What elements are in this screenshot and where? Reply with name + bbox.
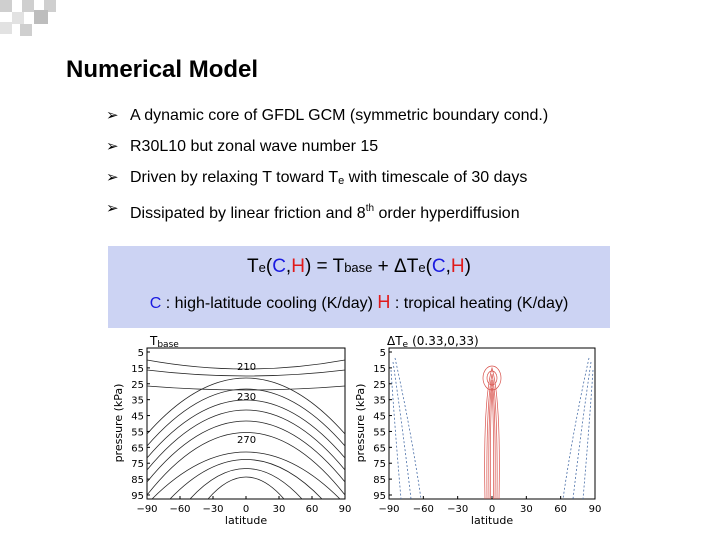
y-tick-label: 85 xyxy=(131,475,144,486)
cooling-symbol: C xyxy=(149,295,162,312)
x-tick-label: 90 xyxy=(339,504,352,515)
x-tick-label: −60 xyxy=(413,504,434,515)
x-tick-label: −60 xyxy=(169,504,190,515)
x-axis-label: latitude xyxy=(225,514,267,527)
x-tick-label: 0 xyxy=(243,504,249,515)
x-tick-label: −30 xyxy=(447,504,468,515)
y-tick-label: 35 xyxy=(373,396,386,407)
bullet-item: ➢ R30L10 but zonal wave number 15 xyxy=(106,131,548,162)
contour-label: 230 xyxy=(237,392,256,403)
y-tick-label: 25 xyxy=(373,380,386,391)
cooling-contours xyxy=(390,357,594,500)
tbase-title: Tbase xyxy=(149,334,179,350)
x-tick-label: −90 xyxy=(378,504,399,515)
superscript: th xyxy=(365,203,375,214)
y-tick-label: 65 xyxy=(131,443,144,454)
y-axis-label: pressure (kPa) xyxy=(355,384,367,463)
y-tick-label: 5 xyxy=(380,348,386,359)
tbase-plot: Tbase 5 15 25 35 45 55 65 75 85 95 −90 −60 −30 0 30 60… xyxy=(112,334,352,527)
delta-te-plot: ΔTe (0.33,0,33) 5 15 25 35 45 55 65 75 85 95 −90 −6… xyxy=(355,334,602,527)
heating-symbol: H xyxy=(377,292,391,312)
contour-label: 210 xyxy=(237,362,256,373)
y-axis-label: pressure (kPa) xyxy=(112,384,125,463)
y-tick-label: 75 xyxy=(131,459,144,470)
bullet-item: ➢ Driven by relaxing T toward Te with ti… xyxy=(106,162,548,193)
y-tick-label: 75 xyxy=(373,459,386,470)
y-tick-label: 45 xyxy=(131,412,144,423)
bullet-text: Dissipated by linear friction and 8 xyxy=(130,205,366,222)
y-tick-label: 25 xyxy=(131,380,144,391)
bullet-text: Driven by relaxing T toward T xyxy=(130,169,339,186)
x-tick-label: 30 xyxy=(273,504,286,515)
arrow-bullet-icon: ➢ xyxy=(106,169,119,186)
x-tick-label: −90 xyxy=(136,504,157,515)
heating-description: : tropical heating (K/day) xyxy=(390,295,569,312)
equation-legend: C : high-latitude cooling (K/day) H : tr… xyxy=(108,292,610,313)
delta-te-title: ΔTe (0.33,0,33) xyxy=(387,334,479,350)
contour-label: 270 xyxy=(237,435,256,446)
arrow-bullet-icon: ➢ xyxy=(106,107,119,124)
heating-contours xyxy=(482,365,502,500)
bullet-item: ➢ Dissipated by linear friction and 8th … xyxy=(106,193,548,224)
y-tick-label: 5 xyxy=(138,348,144,359)
bullet-text: with timescale of 30 days xyxy=(344,169,528,186)
y-tick-label: 85 xyxy=(373,475,386,486)
arrow-bullet-icon: ➢ xyxy=(106,200,119,217)
y-tick-label: 95 xyxy=(131,491,144,502)
temperature-contours xyxy=(146,359,346,500)
x-tick-label: 90 xyxy=(589,504,602,515)
bullet-text: A dynamic core of GFDL GCM (symmetric bo… xyxy=(130,107,549,124)
x-axis-label: latitude xyxy=(471,514,513,527)
x-tick-label: 0 xyxy=(489,504,495,515)
y-tick-label: 55 xyxy=(131,427,144,438)
x-tick-label: 30 xyxy=(520,504,533,515)
arrow-bullet-icon: ➢ xyxy=(106,138,119,155)
y-tick-label: 15 xyxy=(131,364,144,375)
equation-box: Te(C,H) = Tbase + ΔTe(C,H) C : high-lati… xyxy=(108,246,610,328)
equation: Te(C,H) = Tbase + ΔTe(C,H) xyxy=(247,256,471,277)
page-title: Numerical Model xyxy=(66,56,259,83)
bullet-item: ➢ A dynamic core of GFDL GCM (symmetric … xyxy=(106,100,548,131)
bullet-list: ➢ A dynamic core of GFDL GCM (symmetric … xyxy=(106,100,548,224)
x-tick-label: 60 xyxy=(554,504,567,515)
y-tick-label: 95 xyxy=(373,491,386,502)
y-tick-label: 65 xyxy=(373,443,386,454)
subscript: e xyxy=(338,175,345,187)
bullet-text: R30L10 but zonal wave number 15 xyxy=(130,138,379,155)
y-tick-label: 45 xyxy=(373,412,386,423)
cooling-description: : high-latitude cooling (K/day) xyxy=(161,295,373,312)
x-tick-label: −30 xyxy=(202,504,223,515)
y-tick-label: 15 xyxy=(373,364,386,375)
y-tick-label: 35 xyxy=(131,396,144,407)
x-tick-label: 60 xyxy=(306,504,319,515)
bullet-text: order hyperdiffusion xyxy=(374,205,520,222)
y-tick-label: 55 xyxy=(373,427,386,438)
